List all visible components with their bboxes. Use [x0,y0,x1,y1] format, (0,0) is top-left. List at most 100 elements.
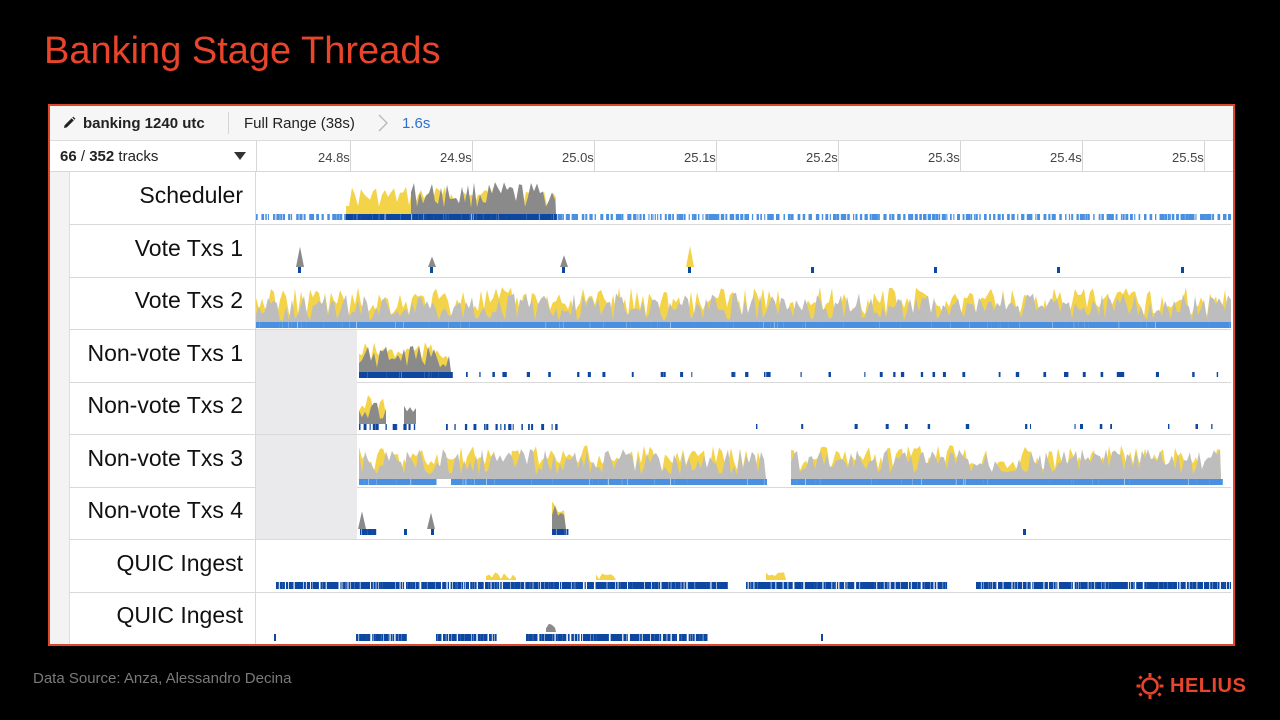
marker[interactable] [518,581,521,589]
marker[interactable] [964,322,966,328]
marker[interactable] [1057,266,1060,273]
track-activity-graph[interactable] [256,540,1231,592]
marker[interactable] [1083,322,1085,328]
marker[interactable] [1127,581,1129,589]
marker[interactable] [387,214,391,220]
marker[interactable] [652,322,654,328]
marker[interactable] [389,214,394,220]
marker[interactable] [962,371,966,377]
marker[interactable] [826,478,829,485]
marker[interactable] [364,529,368,535]
marker[interactable] [370,322,373,328]
marker[interactable] [1091,322,1095,328]
marker[interactable] [408,478,411,485]
marker[interactable] [1220,322,1223,328]
marker[interactable] [332,214,335,220]
marker[interactable] [512,214,516,220]
marker[interactable] [897,322,899,328]
marker[interactable] [554,322,556,328]
marker[interactable] [539,214,543,220]
marker[interactable] [1054,214,1056,220]
marker[interactable] [395,214,399,220]
marker[interactable] [1002,214,1004,220]
marker[interactable] [677,478,680,485]
marker[interactable] [610,214,613,220]
marker[interactable] [377,478,380,485]
marker[interactable] [590,634,594,641]
marker[interactable] [400,581,403,589]
marker[interactable] [1111,214,1114,220]
marker[interactable] [556,322,559,328]
marker[interactable] [1123,478,1125,485]
marker[interactable] [447,581,449,589]
marker[interactable] [409,478,411,485]
marker[interactable] [1008,581,1011,589]
marker[interactable] [1211,478,1214,485]
marker[interactable] [540,581,543,589]
marker[interactable] [732,478,735,485]
marker[interactable] [455,478,457,485]
marker[interactable] [435,478,437,485]
marker[interactable] [562,581,564,589]
marker[interactable] [1207,214,1210,220]
marker[interactable] [911,581,916,589]
marker[interactable] [969,478,972,485]
marker[interactable] [325,322,327,328]
marker[interactable] [1205,214,1208,220]
marker[interactable] [352,214,354,220]
marker[interactable] [627,581,630,589]
marker[interactable] [561,322,563,328]
marker[interactable] [688,266,691,273]
marker[interactable] [1037,478,1039,485]
marker[interactable] [298,266,301,273]
marker[interactable] [770,322,773,328]
marker[interactable] [561,478,564,485]
marker[interactable] [776,581,780,589]
marker[interactable] [372,424,376,430]
marker[interactable] [627,214,630,220]
marker[interactable] [457,581,460,589]
marker[interactable] [486,214,489,220]
marker[interactable] [508,424,512,430]
track-activity-graph[interactable] [256,329,1231,382]
marker[interactable] [547,478,549,485]
marker[interactable] [381,634,384,641]
marker[interactable] [566,529,569,535]
marker[interactable] [1194,581,1197,589]
marker[interactable] [495,424,498,430]
marker[interactable] [576,214,578,220]
marker[interactable] [728,322,731,328]
marker[interactable] [752,322,755,328]
marker[interactable] [1157,478,1159,485]
marker[interactable] [602,634,605,641]
marker[interactable] [866,478,868,485]
marker[interactable] [1063,581,1067,589]
marker[interactable] [601,478,605,485]
marker[interactable] [571,214,574,220]
marker[interactable] [1163,322,1166,328]
marker[interactable] [457,478,460,485]
marker[interactable] [1096,478,1099,485]
marker[interactable] [1098,581,1100,589]
marker[interactable] [633,322,635,328]
marker[interactable] [348,214,351,220]
marker[interactable] [721,581,725,589]
marker[interactable] [691,214,694,220]
marker[interactable] [1137,322,1140,328]
marker[interactable] [1076,214,1079,220]
marker[interactable] [682,581,684,589]
marker[interactable] [1218,322,1220,328]
marker[interactable] [544,634,547,641]
marker[interactable] [893,581,895,589]
marker[interactable] [708,214,713,220]
marker[interactable] [394,214,397,220]
marker[interactable] [725,581,728,589]
marker[interactable] [1145,322,1147,328]
marker[interactable] [963,478,965,485]
marker[interactable] [480,322,482,328]
marker[interactable] [548,371,551,377]
marker[interactable] [445,214,447,220]
marker[interactable] [331,322,333,328]
marker[interactable] [512,424,514,430]
marker[interactable] [340,322,343,328]
